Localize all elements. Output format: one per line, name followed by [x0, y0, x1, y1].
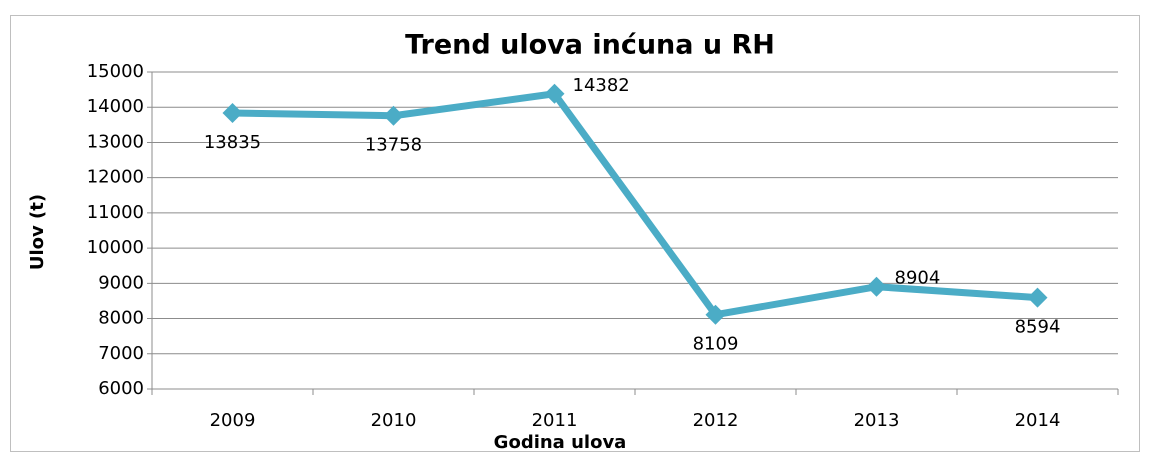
- point-marker: [544, 83, 565, 104]
- y-tick-label: 14000: [87, 96, 144, 117]
- y-tick-label: 9000: [98, 272, 144, 293]
- point-marker: [866, 276, 887, 297]
- y-axis-label: Ulov (t): [27, 194, 48, 270]
- data-label: 8904: [895, 268, 941, 289]
- data-label: 14382: [573, 75, 630, 96]
- y-tick-label: 7000: [98, 343, 144, 364]
- series-line: [232, 90, 1038, 319]
- y-tick-label: 13000: [87, 131, 144, 152]
- x-tick-label: 2014: [1015, 410, 1061, 431]
- data-label: 8109: [693, 334, 739, 355]
- y-tick-label: 8000: [98, 308, 144, 329]
- point-marker: [1027, 287, 1048, 308]
- y-tick-label: 6000: [98, 378, 144, 399]
- x-tick-label: 2010: [371, 410, 417, 431]
- point-marker: [222, 103, 243, 124]
- point-marker: [383, 105, 404, 126]
- point-marker: [705, 304, 726, 325]
- y-tick-label: 15000: [87, 61, 144, 82]
- y-tick-label: 10000: [87, 237, 144, 258]
- chart-border: [10, 15, 1140, 452]
- y-tick-label: 11000: [87, 202, 144, 223]
- chart-title: Trend ulova inćuna u RH: [405, 30, 775, 61]
- data-label: 8594: [1015, 317, 1061, 338]
- data-label: 13835: [204, 132, 261, 153]
- x-tick-label: 2011: [532, 410, 578, 431]
- x-tick-label: 2012: [693, 410, 739, 431]
- x-tick-label: 2009: [210, 410, 256, 431]
- y-tick-label: 12000: [87, 167, 144, 188]
- x-axis-label: Godina ulova: [494, 432, 627, 453]
- data-label: 13758: [365, 135, 422, 156]
- x-tick-label: 2013: [854, 410, 900, 431]
